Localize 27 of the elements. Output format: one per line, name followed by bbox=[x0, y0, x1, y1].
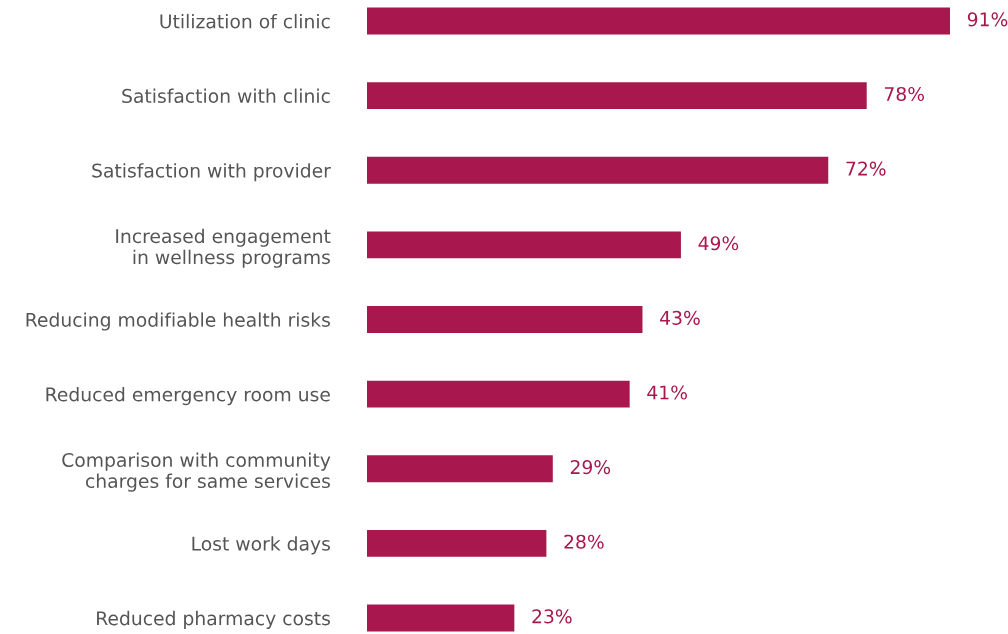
y-tick-label: Increased engagement in wellness programs bbox=[116, 228, 331, 268]
bar bbox=[367, 231, 681, 259]
bar bbox=[367, 306, 643, 333]
y-tick-label: Lost work days bbox=[192, 536, 330, 555]
data-label: 43% bbox=[660, 310, 700, 325]
data-label: 91% bbox=[967, 12, 1008, 27]
y-tick-label: Reducing modifiable health risks bbox=[26, 312, 330, 331]
y-tick-label: Reduced emergency room use bbox=[46, 387, 330, 406]
bar bbox=[367, 156, 829, 184]
bar bbox=[367, 604, 515, 632]
bar bbox=[367, 529, 547, 557]
bar bbox=[367, 380, 630, 408]
data-label: 41% bbox=[647, 385, 687, 400]
data-label: 49% bbox=[698, 236, 739, 251]
y-tick-label: Satisfaction with provider bbox=[92, 163, 331, 182]
bar bbox=[367, 455, 553, 483]
data-label: 23% bbox=[532, 609, 572, 624]
data-label: 78% bbox=[884, 86, 925, 102]
y-tick-label: Utilization of clinic bbox=[160, 13, 330, 29]
y-tick-label: Comparison with community charges for same services bbox=[62, 452, 331, 492]
bar bbox=[367, 7, 950, 35]
y-tick-label: Satisfaction with clinic bbox=[122, 88, 330, 104]
data-label: 29% bbox=[570, 460, 611, 475]
data-label: 72% bbox=[846, 161, 886, 176]
bar bbox=[367, 82, 867, 110]
data-label: 28% bbox=[564, 534, 604, 549]
y-tick-label: Reduced pharmacy costs bbox=[97, 610, 330, 630]
